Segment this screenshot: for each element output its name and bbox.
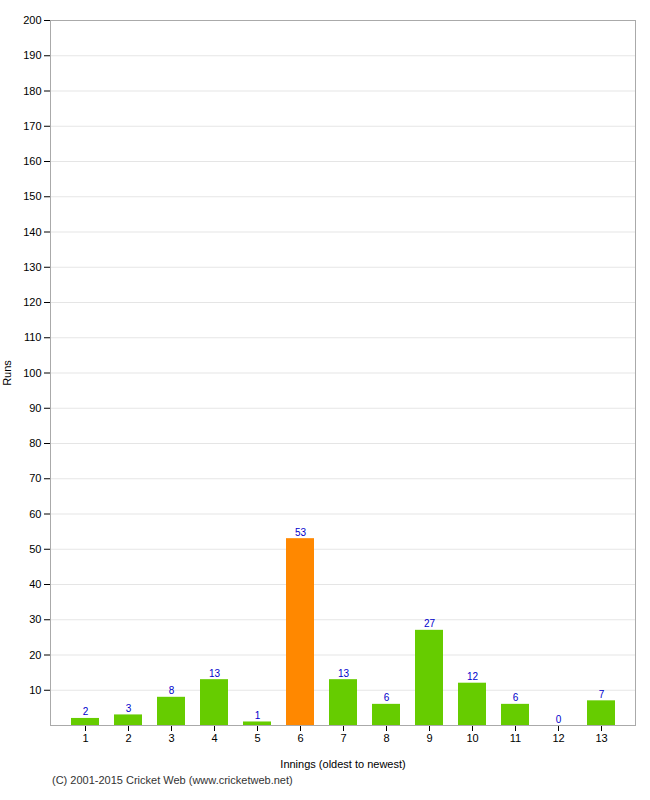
svg-text:180: 180	[23, 85, 41, 97]
svg-text:130: 130	[23, 261, 41, 273]
svg-text:6: 6	[384, 692, 390, 703]
svg-text:11: 11	[510, 732, 521, 744]
svg-text:4: 4	[211, 732, 217, 744]
svg-text:6: 6	[513, 692, 519, 703]
svg-text:40: 40	[29, 578, 41, 590]
svg-text:13: 13	[338, 668, 350, 679]
svg-text:190: 190	[23, 49, 41, 61]
svg-text:9: 9	[426, 732, 432, 744]
svg-text:12: 12	[467, 671, 479, 682]
svg-text:30: 30	[29, 613, 41, 625]
svg-text:50: 50	[29, 543, 41, 555]
svg-text:10: 10	[466, 732, 478, 744]
html-text:(C) 2001-2015 Cricket Web (www: (C) 2001-2015 Cricket Web (www.cricketwe…	[52, 774, 293, 786]
svg-text:170: 170	[23, 120, 41, 132]
svg-text:1: 1	[255, 710, 261, 721]
svg-text:Runs: Runs	[1, 360, 13, 386]
svg-text:140: 140	[23, 226, 41, 238]
svg-text:7: 7	[599, 689, 605, 700]
svg-text:110: 110	[24, 331, 42, 343]
svg-text:13: 13	[209, 668, 221, 679]
svg-text:27: 27	[424, 618, 436, 629]
svg-text:3: 3	[168, 732, 174, 744]
svg-text:13: 13	[595, 732, 607, 744]
svg-text:1: 1	[82, 732, 88, 744]
svg-text:80: 80	[29, 437, 41, 449]
svg-text:5: 5	[254, 732, 260, 744]
svg-text:8: 8	[169, 685, 175, 696]
svg-text:10: 10	[29, 684, 41, 696]
svg-text:3: 3	[126, 703, 132, 714]
svg-text:20: 20	[29, 649, 41, 661]
svg-text:120: 120	[23, 296, 41, 308]
svg-text:12: 12	[552, 732, 564, 744]
svg-text:Innings (oldest to newest): Innings (oldest to newest)	[280, 758, 405, 770]
svg-text:90: 90	[29, 402, 41, 414]
svg-text:6: 6	[297, 732, 303, 744]
svg-text:100: 100	[23, 367, 41, 379]
svg-text:53: 53	[295, 527, 307, 538]
svg-text:60: 60	[29, 508, 41, 520]
svg-text:2: 2	[83, 706, 89, 717]
svg-text:2: 2	[125, 732, 131, 744]
svg-text:0: 0	[556, 714, 562, 725]
svg-text:160: 160	[23, 155, 41, 167]
svg-text:7: 7	[340, 732, 346, 744]
svg-text:200: 200	[23, 14, 41, 26]
svg-text:150: 150	[23, 190, 41, 202]
svg-text:8: 8	[383, 732, 389, 744]
svg-text:70: 70	[29, 472, 41, 484]
